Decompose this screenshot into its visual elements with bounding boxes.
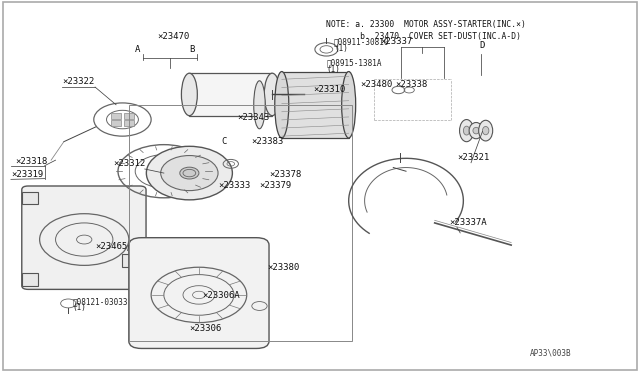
FancyBboxPatch shape bbox=[129, 238, 269, 349]
Text: ×23465: ×23465 bbox=[96, 241, 128, 251]
Text: ×23480: ×23480 bbox=[360, 80, 392, 89]
Text: ×23337: ×23337 bbox=[381, 38, 413, 46]
Text: ×23319: ×23319 bbox=[11, 170, 43, 179]
Text: ×23338: ×23338 bbox=[395, 80, 428, 89]
Text: ×23380: ×23380 bbox=[268, 263, 300, 272]
Text: ×23322: ×23322 bbox=[62, 77, 94, 86]
FancyBboxPatch shape bbox=[22, 186, 146, 289]
Bar bbox=[189, 73, 272, 116]
Ellipse shape bbox=[460, 119, 474, 142]
Bar bbox=[111, 120, 121, 126]
Text: C: C bbox=[221, 138, 227, 147]
Text: NOTE: a. 23300  MOTOR ASSY-STARTER(INC.×)
       b. 23470  COVER SET-DUST(INC.A-: NOTE: a. 23300 MOTOR ASSY-STARTER(INC.×)… bbox=[326, 20, 526, 41]
Text: ×23321: ×23321 bbox=[457, 153, 489, 162]
Text: ×23470: ×23470 bbox=[157, 32, 189, 41]
Text: A: A bbox=[135, 45, 141, 54]
Text: Ⓠ08911-30810: Ⓠ08911-30810 bbox=[334, 38, 390, 46]
Ellipse shape bbox=[147, 146, 232, 200]
Text: ×23318: ×23318 bbox=[15, 157, 47, 166]
Ellipse shape bbox=[473, 127, 479, 134]
Bar bbox=[124, 120, 134, 126]
Text: D: D bbox=[479, 41, 484, 50]
Bar bbox=[124, 113, 134, 119]
Text: ×23306A: ×23306A bbox=[202, 291, 240, 300]
Text: ⓘ08915-1381A: ⓘ08915-1381A bbox=[326, 59, 382, 68]
Text: ×23337A: ×23337A bbox=[449, 218, 487, 227]
Text: ×23312: ×23312 bbox=[113, 159, 145, 168]
Bar bbox=[22, 192, 38, 205]
Text: ×23306: ×23306 bbox=[189, 324, 221, 333]
Ellipse shape bbox=[342, 71, 356, 138]
Bar bbox=[111, 113, 121, 119]
Text: (1): (1) bbox=[73, 303, 86, 312]
Ellipse shape bbox=[264, 73, 280, 116]
Text: ×23343: ×23343 bbox=[237, 113, 269, 122]
Text: ×23310: ×23310 bbox=[314, 85, 346, 94]
Ellipse shape bbox=[253, 81, 265, 129]
Text: ×23333: ×23333 bbox=[218, 181, 250, 190]
Ellipse shape bbox=[275, 71, 289, 138]
Text: ×23379: ×23379 bbox=[259, 181, 292, 190]
Ellipse shape bbox=[463, 126, 470, 135]
Ellipse shape bbox=[180, 167, 199, 179]
Text: B: B bbox=[189, 45, 195, 54]
Text: (1): (1) bbox=[334, 44, 348, 53]
Bar bbox=[129, 105, 352, 341]
Text: ×23378: ×23378 bbox=[269, 170, 301, 179]
Text: 䉂08121-03033: 䉂08121-03033 bbox=[73, 298, 128, 307]
Text: ×23383: ×23383 bbox=[251, 138, 284, 147]
Ellipse shape bbox=[479, 120, 493, 141]
Ellipse shape bbox=[161, 155, 218, 190]
Bar bbox=[22, 273, 38, 286]
Text: (1): (1) bbox=[326, 65, 340, 74]
Ellipse shape bbox=[483, 126, 489, 135]
Bar bbox=[122, 254, 138, 267]
Ellipse shape bbox=[181, 73, 197, 116]
Bar bbox=[282, 71, 349, 138]
Ellipse shape bbox=[469, 122, 483, 139]
Text: AP33\003B: AP33\003B bbox=[531, 349, 572, 358]
